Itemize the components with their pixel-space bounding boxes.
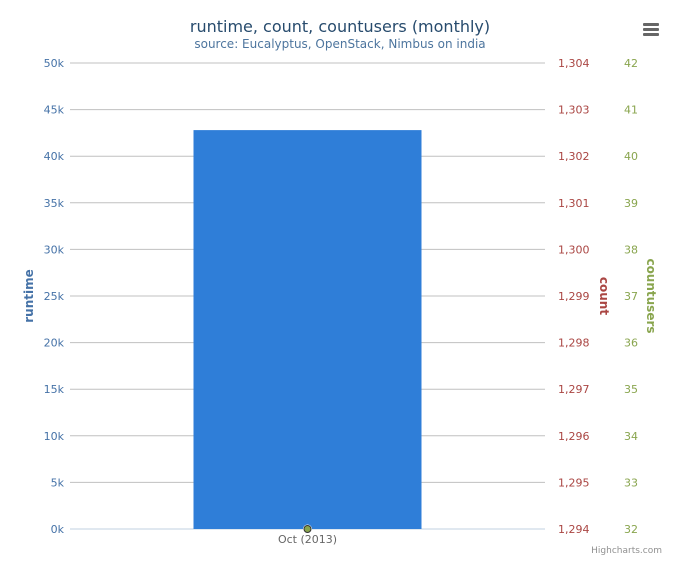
countusers-tick-label: 42: [624, 57, 638, 70]
countusers-axis-title: countusers: [644, 258, 658, 333]
count-axis-title: count: [597, 277, 611, 315]
count-tick-label: 1,300: [558, 243, 590, 256]
countusers-tick-label: 40: [624, 150, 638, 163]
point-countusers: [303, 525, 312, 533]
countusers-tick-label: 34: [624, 430, 638, 443]
count-tick-label: 1,296: [558, 430, 590, 443]
countusers-tick-label: 33: [624, 476, 638, 489]
count-tick-label: 1,302: [558, 150, 590, 163]
chart-subtitle: source: Eucalyptus, OpenStack, Nimbus on…: [194, 37, 486, 51]
countusers-tick-label: 38: [624, 243, 638, 256]
countusers-tick-label: 41: [624, 104, 638, 117]
runtime-tick-label: 45k: [44, 104, 65, 117]
countusers-tick-label: 37: [624, 290, 638, 303]
x-category-label: Oct (2013): [278, 533, 337, 546]
runtime-tick-label: 35k: [44, 197, 65, 210]
count-tick-label: 1,298: [558, 337, 590, 350]
countusers-tick-label: 39: [624, 197, 638, 210]
runtime-tick-label: 0k: [51, 523, 65, 536]
count-tick-label: 1,295: [558, 476, 590, 489]
bar-runtime: [193, 130, 422, 529]
runtime-axis-title: runtime: [22, 269, 36, 323]
runtime-tick-label: 50k: [44, 57, 65, 70]
countusers-tick-label: 32: [624, 523, 638, 536]
runtime-tick-label: 5k: [51, 476, 65, 489]
chart-title: runtime, count, countusers (monthly): [189, 17, 491, 36]
count-tick-label: 1,299: [558, 290, 590, 303]
runtime-tick-label: 30k: [44, 243, 65, 256]
runtime-tick-label: 25k: [44, 290, 65, 303]
countusers-tick-label: 35: [624, 383, 638, 396]
runtime-tick-label: 20k: [44, 337, 65, 350]
count-tick-label: 1,297: [558, 383, 590, 396]
count-tick-label: 1,303: [558, 104, 590, 117]
count-tick-label: 1,304: [558, 57, 590, 70]
runtime-tick-label: 15k: [44, 383, 65, 396]
runtime-tick-label: 10k: [44, 430, 65, 443]
count-tick-label: 1,294: [558, 523, 590, 536]
hamburger-menu-icon[interactable]: [640, 21, 662, 39]
runtime-tick-label: 40k: [44, 150, 65, 163]
countusers-tick-label: 36: [624, 337, 638, 350]
count-tick-label: 1,301: [558, 197, 590, 210]
highcharts-credits[interactable]: Highcharts.com: [591, 546, 662, 556]
